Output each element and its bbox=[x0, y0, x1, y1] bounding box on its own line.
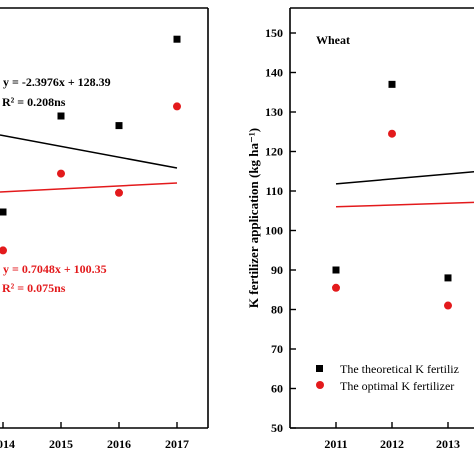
y-tick-label: 120 bbox=[265, 145, 283, 159]
x-tick-label: 2013 bbox=[436, 437, 460, 451]
trendline bbox=[0, 134, 178, 169]
data-point-square bbox=[173, 35, 181, 43]
y-tick-label: 150 bbox=[265, 26, 283, 40]
y-tick-label: 80 bbox=[271, 303, 283, 317]
y-tick-label: 90 bbox=[271, 263, 283, 277]
right-y-ticks: 50 60 70 80 90 100 110 120 130 140 150 bbox=[265, 26, 296, 435]
data-point-square bbox=[388, 80, 396, 88]
data-point-circle bbox=[115, 188, 123, 197]
y-tick-label: 110 bbox=[266, 184, 283, 198]
data-point-circle bbox=[57, 169, 65, 178]
data-point-square bbox=[444, 274, 452, 282]
legend-label-theoretical: The theoretical K fertiliz bbox=[340, 362, 459, 376]
left-red-equation: y = 0.7048x + 100.35 bbox=[3, 262, 107, 276]
data-point-square bbox=[332, 266, 340, 274]
left-black-equation: y = -2.3976x + 128.39 bbox=[3, 75, 111, 89]
left-panel: 2014 2015 2016 2017 y = -2.3976x + 128.39 R… bbox=[0, 7, 209, 451]
y-tick-label: 60 bbox=[271, 382, 283, 396]
trendline bbox=[0, 182, 178, 193]
y-tick-label: 100 bbox=[265, 224, 283, 238]
y-tick-label: 50 bbox=[271, 421, 283, 435]
y-axis-title: K fertilizer application (kg ha⁻¹) bbox=[246, 128, 261, 308]
data-point-square bbox=[0, 208, 7, 216]
data-point-circle bbox=[332, 283, 340, 292]
data-point-circle bbox=[444, 301, 452, 310]
right-trendlines bbox=[335, 170, 474, 208]
left-red-r2: R² = 0.075ns bbox=[2, 281, 66, 295]
data-point-square bbox=[57, 112, 65, 120]
data-point-circle bbox=[173, 102, 181, 111]
x-tick-label: 2011 bbox=[324, 437, 347, 451]
x-tick-label: 2017 bbox=[165, 437, 189, 451]
x-tick-label: 2012 bbox=[380, 437, 404, 451]
right-points bbox=[332, 80, 452, 310]
x-tick-label: 2015 bbox=[49, 437, 73, 451]
panel-title-wheat: Wheat bbox=[316, 33, 350, 47]
legend-square-marker bbox=[316, 365, 323, 372]
y-tick-label: 70 bbox=[271, 342, 283, 356]
trendline bbox=[335, 201, 474, 208]
legend-label-optimal: The optimal K fertilizer bbox=[340, 379, 454, 393]
left-trendlines bbox=[0, 134, 178, 193]
left-x-ticks: 2014 2015 2016 2017 bbox=[0, 422, 189, 451]
legend-circle-marker bbox=[316, 381, 324, 389]
left-black-r2: R² = 0.208ns bbox=[2, 95, 66, 109]
y-tick-label: 130 bbox=[265, 105, 283, 119]
y-tick-label: 140 bbox=[265, 66, 283, 80]
legend: The theoretical K fertiliz The optimal K… bbox=[316, 362, 459, 393]
x-tick-label: 2014 bbox=[0, 437, 15, 451]
data-point-circle bbox=[388, 129, 396, 138]
data-point-square bbox=[115, 122, 123, 130]
x-tick-label: 2016 bbox=[107, 437, 131, 451]
data-point-circle bbox=[0, 246, 7, 255]
left-points bbox=[0, 35, 181, 255]
right-x-ticks: 2011 2012 2013 bbox=[324, 422, 460, 451]
trendline bbox=[335, 170, 474, 185]
